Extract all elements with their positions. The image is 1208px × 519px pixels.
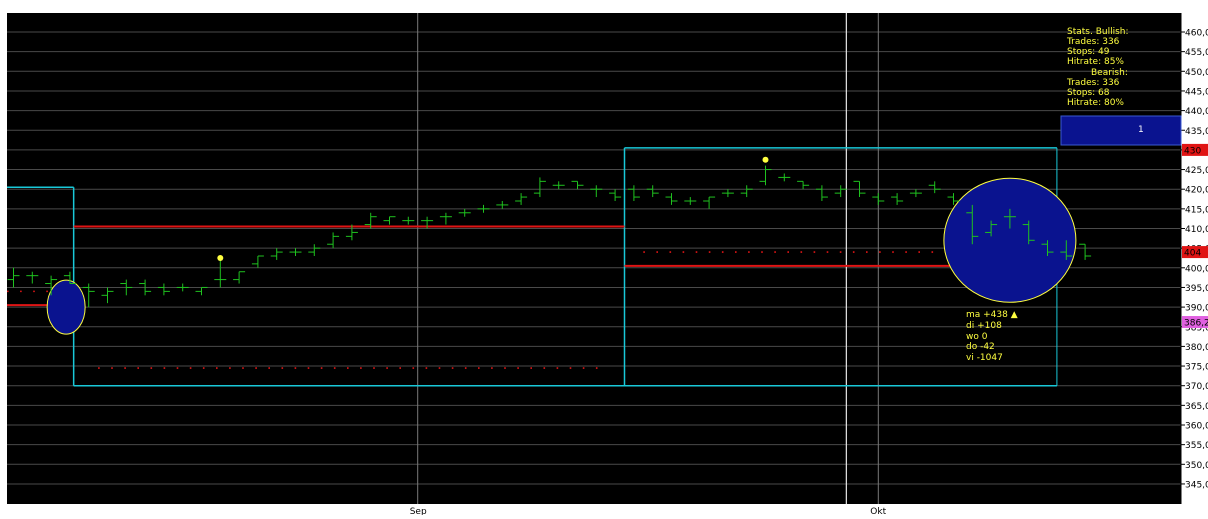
stats-panel: Stats. Bullish: Trades: 336 Stops: 49 Hi…: [1066, 27, 1129, 108]
y-tick-label: 375,0: [1185, 363, 1208, 373]
y-tick-label: 385,0: [1185, 323, 1208, 333]
y-axis: 460,0455,0450,0445,0440,0435,0430,0425,0…: [1180, 0, 1208, 515]
price-bars: [7, 165, 1092, 308]
y-tick-label: 445,0: [1185, 87, 1208, 97]
y-tick-label: 410,0: [1185, 225, 1208, 235]
stats-bullish-hitrate: Hitrate: 85%: [1067, 57, 1124, 67]
navy-box-label: 1: [1138, 125, 1144, 135]
highlight-ellipses: [46, 177, 1077, 335]
signal-dot: [217, 254, 224, 261]
y-tick-label: 425,0: [1185, 166, 1208, 176]
x-axis: Sep Okt: [410, 507, 887, 517]
stats-bearish-trades: Trades: 336: [1066, 78, 1120, 88]
indicator-do: do -42: [966, 342, 995, 352]
y-tick-label: 345,0: [1185, 480, 1208, 490]
indicator-vi: vi -1047: [966, 353, 1003, 363]
price-label-box: [1182, 316, 1208, 329]
y-tick-label: 460,0: [1185, 29, 1208, 39]
indicator-di: di +108: [966, 321, 1002, 331]
signal-ellipse: [943, 177, 1077, 303]
signal-dots: [217, 156, 769, 261]
indicator-wo: wo 0: [966, 332, 988, 342]
stats-bullish-stops: Stops: 49: [1067, 47, 1110, 57]
y-tick-label: 435,0: [1185, 127, 1208, 137]
price-label-box: [1182, 246, 1208, 259]
signal-dot: [762, 156, 769, 163]
y-tick-label: 395,0: [1185, 284, 1208, 294]
stats-bullish-trades: Trades: 336: [1066, 37, 1120, 47]
y-tick-label: 440,0: [1185, 107, 1208, 117]
price-label-box: [1182, 143, 1208, 156]
y-tick-label: 355,0: [1185, 441, 1208, 451]
stats-bullish-title: Stats. Bullish:: [1067, 27, 1129, 37]
signal-ellipse: [46, 279, 86, 335]
y-tick-label: 450,0: [1185, 68, 1208, 78]
indicator-ma: ma +438 ▲: [966, 310, 1018, 320]
y-tick-label: 455,0: [1185, 48, 1208, 58]
y-tick-label: 380,0: [1185, 343, 1208, 353]
price-label-text: 430: [1184, 146, 1201, 156]
navy-box-rect[interactable]: [1060, 115, 1182, 146]
x-tick-label: Sep: [410, 507, 427, 515]
y-tick-label: 420,0: [1185, 186, 1208, 196]
price-label-text: 404: [1184, 249, 1201, 259]
stats-bearish-stops: Stops: 68: [1067, 88, 1110, 98]
indicator-readout: ma +438 ▲ di +108 wo 0 do -42 vi -1047: [966, 310, 1018, 363]
y-tick-label: 390,0: [1185, 304, 1208, 314]
price-label-text: 386,2: [1184, 319, 1208, 329]
y-tick-label: 350,0: [1185, 461, 1208, 471]
y-tick-label: 415,0: [1185, 205, 1208, 215]
stats-bearish-title: Bearish:: [1091, 68, 1128, 78]
navy-signal-box[interactable]: 1: [1060, 115, 1182, 146]
stats-bearish-hitrate: Hitrate: 80%: [1067, 98, 1124, 108]
y-tick-label: 360,0: [1185, 422, 1208, 432]
y-tick-label: 400,0: [1185, 264, 1208, 274]
x-tick-label: Okt: [870, 507, 886, 515]
y-tick-label: 370,0: [1185, 382, 1208, 392]
y-tick-label: 365,0: [1185, 402, 1208, 412]
